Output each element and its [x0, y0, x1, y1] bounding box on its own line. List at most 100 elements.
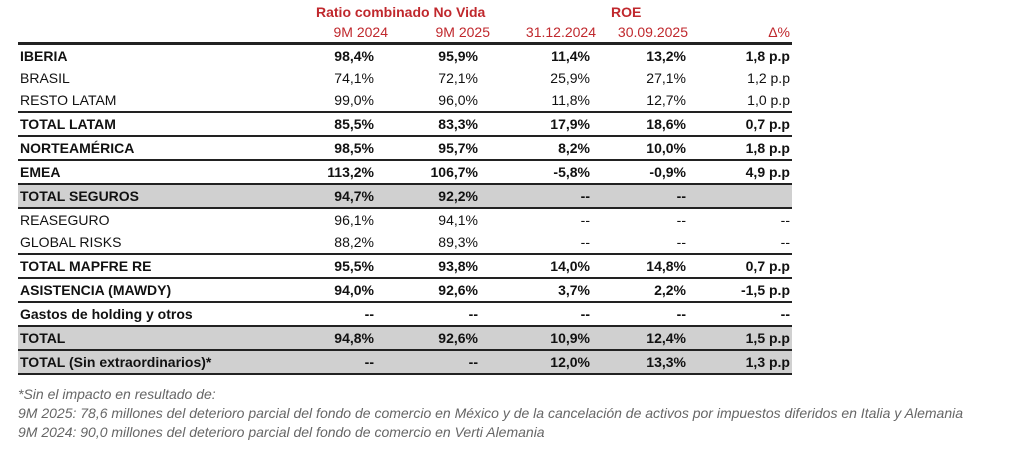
footnote-title: *Sin el impacto en resultado de: — [18, 386, 216, 402]
cell-value: 93,8% — [376, 253, 480, 278]
cell-value: 12,7% — [646, 92, 686, 108]
table-row: TOTAL SEGUROS 94,7% 92,2% -- -- — [18, 183, 792, 208]
row-label: ASISTENCIA (MAWDY) — [18, 277, 262, 302]
row-label: REASEGURO — [18, 207, 262, 231]
cell-value: 27,1% — [646, 70, 686, 86]
cell-value: 92,6% — [376, 277, 480, 302]
cell-value: 17,9% — [480, 111, 592, 136]
cell-value: 99,0% — [334, 92, 374, 108]
table-row: Gastos de holding y otros -- -- -- -- -- — [18, 301, 792, 326]
row-label: RESTO LATAM — [20, 92, 117, 108]
cell-value: 1,3 p.p — [688, 349, 792, 375]
table-row: EMEA 113,2% 106,7% -5,8% -0,9% 4,9 p.p — [18, 159, 792, 184]
cell-value: 106,7% — [376, 159, 480, 184]
cell-value: -- — [592, 183, 688, 208]
col-header-delta: Δ% — [768, 24, 790, 40]
table-row: NORTEAMÉRICA 98,5% 95,7% 8,2% 10,0% 1,8 p.p — [18, 135, 792, 160]
cell-value: 8,2% — [480, 135, 592, 160]
cell-value: 94,1% — [376, 207, 480, 231]
table-row: ASISTENCIA (MAWDY) 94,0% 92,6% 3,7% 2,2% -1,5… — [18, 277, 792, 302]
cell-value: 10,0% — [592, 135, 688, 160]
cell-value: 95,9% — [376, 42, 480, 67]
cell-value: 94,0% — [262, 277, 376, 302]
cell-value: 92,2% — [376, 183, 480, 208]
cell-value: -- — [480, 183, 592, 208]
cell-value: -0,9% — [592, 159, 688, 184]
cell-value: 89,3% — [438, 234, 478, 250]
cell-value: 92,6% — [376, 325, 480, 350]
cell-value: 83,3% — [376, 111, 480, 136]
cell-value: 0,7 p.p — [688, 111, 792, 136]
cell-value: 113,2% — [262, 159, 376, 184]
table-row: TOTAL LATAM 85,5% 83,3% 17,9% 18,6% 0,7 p.p — [18, 111, 792, 136]
table-row: TOTAL (Sin extraordinarios)* -- -- 12,0% 13,… — [18, 349, 792, 375]
row-label: TOTAL LATAM — [18, 111, 262, 136]
cell-value: 96,1% — [262, 207, 376, 231]
cell-value: -- — [262, 301, 376, 326]
cell-value: 1,8 p.p — [688, 135, 792, 160]
row-label: IBERIA — [18, 42, 262, 67]
row-label: TOTAL — [18, 325, 262, 350]
cell-value: 1,8 p.p — [688, 42, 792, 67]
cell-value: 94,7% — [262, 183, 376, 208]
table-row: GLOBAL RISKS 88,2% 89,3% -- -- -- — [18, 231, 792, 254]
col-header-30-09-2025: 30.09.2025 — [617, 24, 688, 40]
cell-value: -- — [688, 207, 792, 231]
cell-value: -1,5 p.p — [688, 277, 792, 302]
row-label: GLOBAL RISKS — [20, 234, 122, 250]
cell-value: 12,4% — [592, 325, 688, 350]
cell-value: -- — [376, 301, 480, 326]
cell-value: 3,7% — [480, 277, 592, 302]
row-label: Gastos de holding y otros — [18, 301, 262, 326]
row-label: TOTAL (Sin extraordinarios)* — [18, 349, 262, 375]
cell-value: 0,7 p.p — [688, 253, 792, 278]
cell-value: 98,5% — [262, 135, 376, 160]
table-row: RESTO LATAM 99,0% 96,0% 11,8% 12,7% 1,0 p.p — [18, 89, 792, 112]
col-header-9m2025: 9M 2025 — [435, 24, 490, 40]
cell-value: 4,9 p.p — [688, 159, 792, 184]
footnote-2024: 9M 2024: 90,0 millones del deterioro par… — [18, 424, 545, 440]
cell-value: 11,4% — [480, 42, 592, 67]
cell-value: 72,1% — [438, 70, 478, 86]
cell-value: -- — [262, 349, 376, 375]
row-label: TOTAL SEGUROS — [18, 183, 262, 208]
col-header-31-12-2024: 31.12.2024 — [525, 24, 596, 40]
footnotes: *Sin el impacto en resultado de: 9M 2025… — [18, 385, 1018, 442]
table-row: TOTAL 94,8% 92,6% 10,9% 12,4% 1,5 p.p — [18, 325, 792, 350]
cell-value — [688, 183, 792, 208]
cell-value: -- — [480, 207, 592, 231]
table-row: BRASIL 74,1% 72,1% 25,9% 27,1% 1,2 p.p — [18, 67, 792, 89]
cell-value: -- — [780, 234, 790, 250]
cell-value: 13,2% — [592, 42, 688, 67]
cell-value: 1,0 p.p — [747, 92, 790, 108]
cell-value: -- — [592, 207, 688, 231]
results-table: IBERIA 98,4% 95,9% 11,4% 13,2% 1,8 p.p BRASIL 7… — [18, 42, 792, 375]
cell-value: 94,8% — [262, 325, 376, 350]
cell-value: -- — [376, 349, 480, 375]
row-label: TOTAL MAPFRE RE — [18, 253, 262, 278]
cell-value: 14,8% — [592, 253, 688, 278]
cell-value: 18,6% — [592, 111, 688, 136]
footnote-2025: 9M 2025: 78,6 millones del deterioro par… — [18, 405, 963, 421]
cell-value: 88,2% — [334, 234, 374, 250]
col-header-9m2024: 9M 2024 — [333, 24, 388, 40]
row-label: BRASIL — [20, 70, 70, 86]
cell-value: 14,0% — [480, 253, 592, 278]
cell-value: -- — [688, 301, 792, 326]
row-label: EMEA — [18, 159, 262, 184]
cell-value: 11,8% — [551, 92, 590, 108]
cell-value: 1,5 p.p — [688, 325, 792, 350]
row-label: NORTEAMÉRICA — [18, 135, 262, 160]
cell-value: 74,1% — [334, 70, 374, 86]
cell-value: 96,0% — [438, 92, 478, 108]
cell-value: -- — [580, 234, 590, 250]
cell-value: 12,0% — [480, 349, 592, 375]
cell-value: -- — [480, 301, 592, 326]
cell-value: 98,4% — [262, 42, 376, 67]
cell-value: 2,2% — [592, 277, 688, 302]
cell-value: 95,7% — [376, 135, 480, 160]
cell-value: 1,2 p.p — [747, 70, 790, 86]
cell-value: 10,9% — [480, 325, 592, 350]
cell-value: 13,3% — [592, 349, 688, 375]
table-row: REASEGURO 96,1% 94,1% -- -- -- — [18, 207, 792, 231]
